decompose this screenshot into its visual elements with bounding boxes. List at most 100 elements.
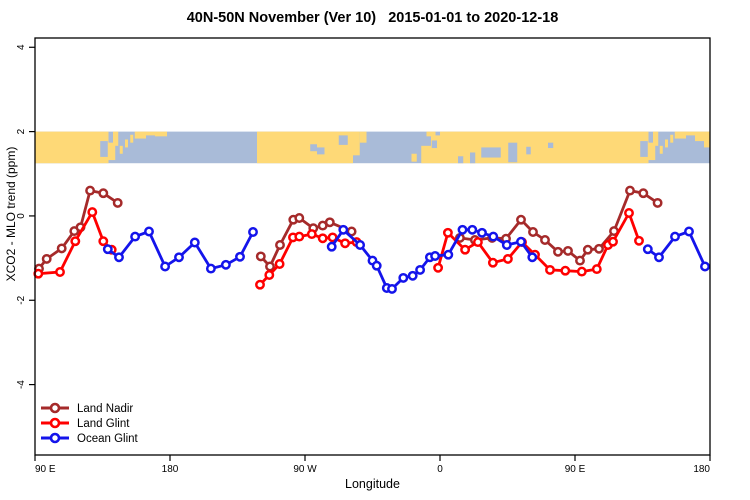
map-ocean-patch xyxy=(526,146,531,155)
map-ocean-patch xyxy=(100,141,108,157)
map-land-patch xyxy=(113,131,119,146)
ocean-glint-swatch-marker xyxy=(49,432,61,444)
series-land-glint-point xyxy=(327,232,338,243)
y-tick-label: -2 xyxy=(16,295,27,304)
x-tick-label: 180 xyxy=(162,464,179,475)
series-land-glint-point xyxy=(460,244,471,255)
series-land-nadir-point xyxy=(516,214,526,225)
series-land-glint-point xyxy=(87,207,98,218)
series-land-nadir-point xyxy=(528,227,538,237)
map-land-patch xyxy=(426,131,436,137)
series-land-nadir-point xyxy=(255,251,266,262)
series-ocean-glint-point xyxy=(326,241,337,252)
series-land-glint-point xyxy=(274,259,285,269)
x-tick-label: 90 E xyxy=(35,464,56,475)
series-land-glint-point xyxy=(624,208,634,218)
map-land-patch xyxy=(421,145,431,164)
map-ocean-patch xyxy=(458,156,464,164)
series-land-glint-point xyxy=(55,267,65,277)
series-land-glint-point xyxy=(502,253,513,264)
series-ocean-glint-point xyxy=(700,261,710,272)
series-ocean-glint-point xyxy=(102,244,113,255)
series-land-glint-point xyxy=(98,236,109,247)
series-ocean-glint-point xyxy=(174,252,184,263)
map-land-patch xyxy=(665,139,668,148)
y-tick-label: 0 xyxy=(16,213,27,219)
series-land-glint xyxy=(33,207,644,290)
x-axis-label: Longitude xyxy=(345,477,400,491)
series-land-glint-point xyxy=(545,264,555,275)
map-land-patch xyxy=(670,134,674,143)
map-land-patch xyxy=(125,139,128,148)
series-ocean-glint-point xyxy=(467,224,478,235)
series-land-nadir-point xyxy=(563,245,573,256)
series-ocean-glint-point xyxy=(443,249,454,260)
series-ocean-glint-point xyxy=(398,272,409,283)
map-ocean-patch xyxy=(310,144,317,152)
map-land-patch xyxy=(359,131,367,143)
series-land-nadir-line xyxy=(459,189,659,263)
series-land-glint-line xyxy=(258,232,357,286)
series-land-nadir-point xyxy=(56,243,67,254)
series-ocean-glint-point xyxy=(457,224,468,235)
map-land-patch xyxy=(674,131,686,139)
x-tick-label: 0 xyxy=(437,464,443,475)
series-ocean-glint xyxy=(102,224,710,294)
series-ocean-glint-point xyxy=(527,252,538,263)
map-land-patch xyxy=(704,131,710,148)
map-ocean-patch xyxy=(338,135,348,145)
series-land-nadir-point xyxy=(112,197,123,208)
y-axis-label: XCO2 - MLO trend (ppm) xyxy=(4,146,18,282)
series-land-glint-point xyxy=(560,265,571,276)
series-ocean-glint-point xyxy=(205,263,216,274)
series-ocean-glint-point xyxy=(144,226,154,237)
series-land-glint-point xyxy=(442,227,453,238)
y-tick-label: -4 xyxy=(16,380,27,389)
map-land-patch xyxy=(411,153,417,162)
series-ocean-glint-point xyxy=(114,252,124,263)
series-land-nadir-point xyxy=(275,240,285,250)
series-land-glint-point xyxy=(306,229,317,240)
map-land-segment xyxy=(257,131,353,164)
legend-label-ocean-glint: Ocean Glint xyxy=(77,433,139,445)
series-ocean-glint-point xyxy=(189,237,200,248)
series-land-nadir-line xyxy=(259,216,353,268)
map-land-patch xyxy=(119,145,123,154)
series-land-nadir-point xyxy=(652,197,663,208)
series-land-glint-point xyxy=(472,237,483,248)
series-ocean-glint-point xyxy=(338,224,349,235)
map-ocean-patch xyxy=(431,140,437,149)
legend-label-land-glint: Land Glint xyxy=(77,418,130,430)
series-land-glint-point xyxy=(576,266,587,277)
series-land-nadir-point xyxy=(582,244,593,255)
map-land-segment xyxy=(35,131,109,164)
series-land-nadir-point xyxy=(553,246,563,257)
series-ocean-glint-point xyxy=(130,231,141,242)
legend: Land Nadir Land Glint Ocean Glint xyxy=(41,402,139,445)
series-ocean-glint-point xyxy=(371,260,382,271)
series-land-glint-point xyxy=(591,264,602,275)
series-ocean-glint-point xyxy=(235,251,245,262)
series-land-nadir-point xyxy=(575,255,585,266)
map-land-patch xyxy=(686,131,695,136)
series-ocean-glint-point xyxy=(684,226,694,237)
series-ocean-glint-point xyxy=(248,227,258,237)
series-land-glint-point xyxy=(340,238,351,249)
series-land-nadir-point xyxy=(294,213,305,223)
x-tick-label: 90 W xyxy=(293,464,317,475)
series-land-nadir-point xyxy=(594,243,604,254)
series-land-nadir-point xyxy=(98,188,109,199)
plot-border xyxy=(34,37,711,456)
map-ocean-patch xyxy=(481,147,501,158)
axes: 90 E 180 90 W 0 90 E 180 -4 -2 0 2 4 xyxy=(16,44,711,475)
series-ocean-glint-line xyxy=(106,230,255,271)
map-land-patch xyxy=(653,131,659,146)
land-glint-swatch-marker xyxy=(49,417,61,429)
series-land-glint-point xyxy=(433,262,444,273)
map-land-patch xyxy=(695,131,704,142)
series-land-nadir-point xyxy=(265,261,275,272)
series-land-nadir xyxy=(34,185,663,274)
y-tick-label: 2 xyxy=(16,128,27,134)
y-tick-label: 4 xyxy=(16,44,27,50)
